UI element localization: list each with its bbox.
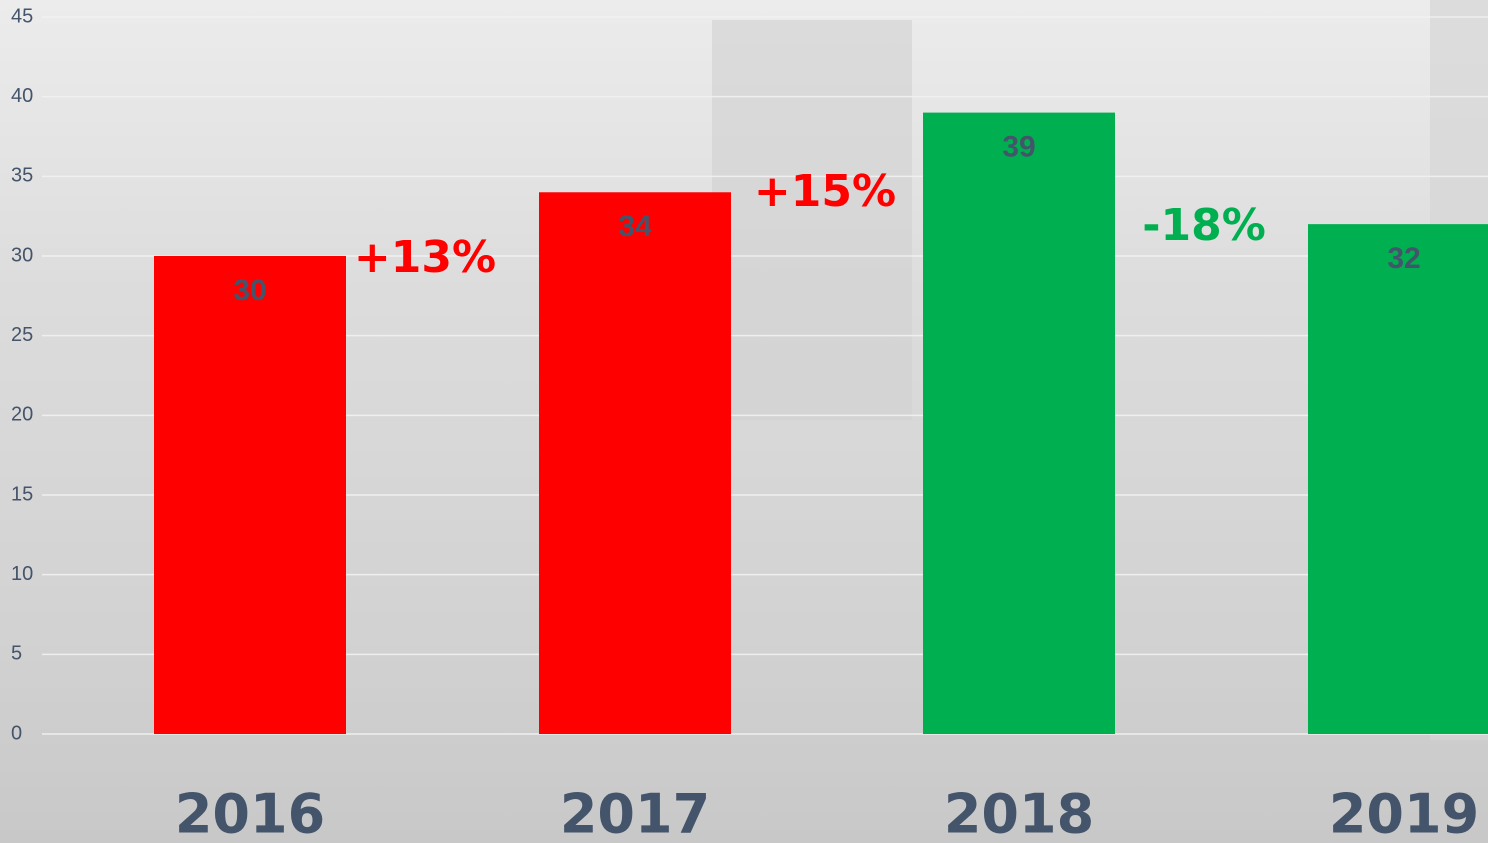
x-tick-label: 2017 bbox=[560, 783, 710, 843]
y-tick-label: 45 bbox=[11, 5, 33, 27]
value-label: 30 bbox=[233, 274, 266, 307]
value-label: 39 bbox=[1002, 131, 1035, 164]
x-tick-label: 2016 bbox=[175, 783, 325, 843]
value-label: 32 bbox=[1387, 242, 1420, 275]
x-tick-label: 2018 bbox=[944, 783, 1094, 843]
y-tick-label: 15 bbox=[11, 483, 33, 505]
y-tick-label: 0 bbox=[11, 722, 22, 744]
change-annotation: +13% bbox=[354, 232, 496, 283]
y-tick-label: 25 bbox=[11, 324, 33, 346]
background-building bbox=[712, 20, 912, 420]
x-tick-label: 2019 bbox=[1329, 783, 1479, 843]
y-tick-label: 30 bbox=[11, 244, 33, 266]
y-tick-label: 10 bbox=[11, 563, 33, 585]
bar bbox=[1308, 224, 1488, 734]
change-annotation: -18% bbox=[1142, 200, 1266, 251]
bar bbox=[539, 192, 731, 734]
bar bbox=[923, 112, 1115, 735]
y-tick-label: 35 bbox=[11, 165, 33, 187]
y-tick-label: 20 bbox=[11, 404, 33, 426]
y-tick-label: 40 bbox=[11, 85, 33, 107]
y-tick-label: 5 bbox=[11, 643, 22, 665]
value-label: 34 bbox=[618, 210, 652, 243]
plot: 0 5 10 15 20 25 30 35 40 45 30 2016 34 2017 39 2018 32 20… bbox=[11, 5, 1488, 843]
change-annotation: +15% bbox=[754, 166, 896, 217]
bar bbox=[154, 256, 346, 734]
